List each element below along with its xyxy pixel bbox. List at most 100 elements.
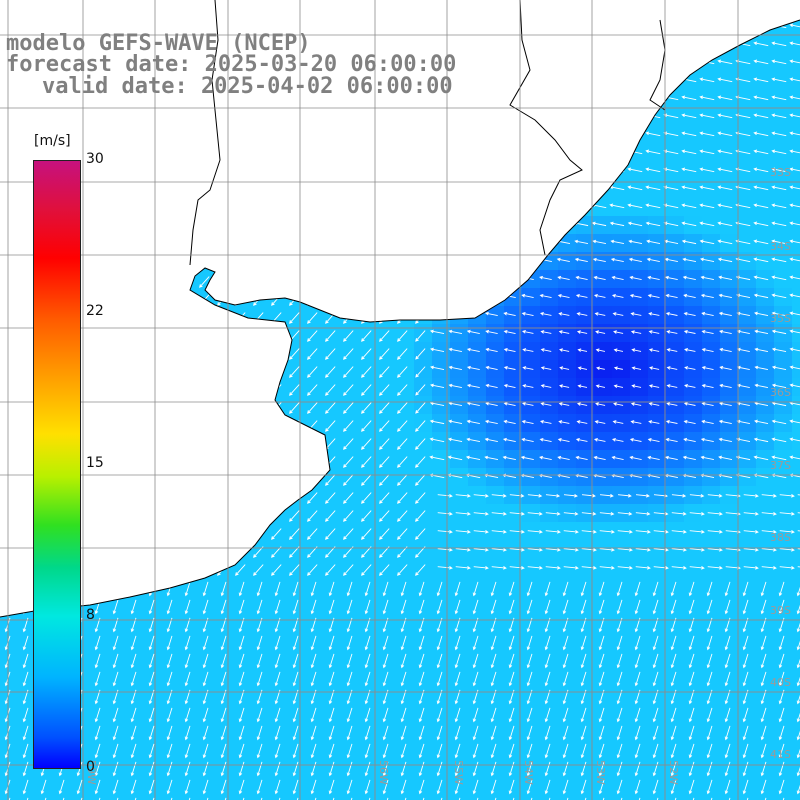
wind-arrow xyxy=(472,725,479,741)
wind-arrow xyxy=(361,510,372,522)
wind-arrow xyxy=(701,401,714,406)
wind-arrow xyxy=(681,149,697,155)
wind-arrow xyxy=(684,384,696,388)
wind-arrow xyxy=(527,512,543,516)
wind-arrow xyxy=(598,707,605,723)
wind-arrow xyxy=(484,437,498,443)
wind-arrow xyxy=(310,581,317,597)
lat-label: 34S xyxy=(770,240,791,253)
wind-arrow xyxy=(664,257,678,263)
wind-arrow xyxy=(289,564,300,576)
speed-cell xyxy=(576,792,594,800)
wind-arrow xyxy=(346,635,353,651)
speed-cell xyxy=(774,792,792,800)
wind-arrow xyxy=(648,348,660,352)
wind-arrow xyxy=(616,743,623,759)
lon-label: 52W xyxy=(667,760,680,785)
wind-arrow xyxy=(634,671,641,687)
wind-arrow xyxy=(743,512,759,516)
wind-arrow xyxy=(576,402,588,406)
wind-arrow xyxy=(544,779,551,795)
wind-arrow xyxy=(575,455,588,460)
wind-arrow xyxy=(112,761,119,777)
lat-label: 37S xyxy=(770,459,791,472)
wind-arrow xyxy=(184,761,191,777)
wind-arrow xyxy=(717,95,733,101)
wind-arrow xyxy=(789,419,800,424)
speed-cell xyxy=(792,594,800,612)
wind-arrow xyxy=(612,420,624,424)
wind-arrow xyxy=(289,528,300,540)
wind-arrow xyxy=(400,779,407,795)
wind-arrow xyxy=(166,743,173,759)
wind-arrow xyxy=(575,438,588,442)
wind-arrow xyxy=(544,761,551,777)
wind-arrow xyxy=(610,239,625,245)
lat-label: 33S xyxy=(770,166,791,179)
wind-arrow xyxy=(430,347,445,353)
wind-arrow xyxy=(599,511,615,516)
wind-arrow xyxy=(635,511,651,516)
wind-arrow xyxy=(455,566,471,570)
wind-arrow xyxy=(671,512,687,516)
wind-arrow xyxy=(184,671,191,687)
wind-arrow xyxy=(701,383,714,388)
wind-arrow xyxy=(526,635,533,651)
wind-arrow xyxy=(789,185,800,190)
wind-arrow xyxy=(436,635,443,651)
wind-arrow xyxy=(771,347,787,353)
wind-arrow xyxy=(706,671,713,687)
wind-arrow xyxy=(473,548,489,552)
speed-cell xyxy=(720,792,738,800)
wind-arrow xyxy=(635,566,651,570)
wind-arrow xyxy=(379,564,390,576)
speed-cell xyxy=(504,792,522,800)
wind-arrow xyxy=(539,420,552,424)
wind-arrow xyxy=(310,653,317,669)
wind-arrow xyxy=(184,599,191,615)
wind-arrow xyxy=(509,548,525,552)
wind-arrow xyxy=(760,707,767,723)
wind-arrow xyxy=(199,276,210,288)
wind-arrow xyxy=(706,725,713,741)
wind-arrow xyxy=(328,599,335,615)
wind-arrow xyxy=(148,725,155,741)
wind-arrow xyxy=(753,257,769,263)
wind-arrow xyxy=(415,402,426,414)
wind-arrow xyxy=(645,167,661,173)
wind-arrow xyxy=(634,635,641,651)
wind-arrow xyxy=(684,366,696,370)
wind-arrow xyxy=(699,203,715,209)
wind-arrow xyxy=(631,366,642,370)
speed-cell xyxy=(792,522,800,540)
wind-arrow xyxy=(166,761,173,777)
wind-arrow xyxy=(148,743,155,759)
wind-arrow xyxy=(238,725,245,741)
wind-arrow xyxy=(397,474,408,486)
wind-arrow xyxy=(256,761,263,777)
wind-arrow xyxy=(628,257,642,263)
wind-arrow xyxy=(292,599,299,615)
wind-arrow xyxy=(599,493,614,498)
wind-arrow xyxy=(455,494,471,498)
lon-label: 53W xyxy=(594,760,607,785)
wind-arrow xyxy=(485,329,498,334)
wind-arrow xyxy=(771,275,787,281)
wind-arrow xyxy=(289,510,300,522)
wind-arrow xyxy=(491,548,507,552)
wind-arrow xyxy=(670,635,677,651)
wind-arrow xyxy=(681,239,697,245)
wind-arrow xyxy=(742,635,749,651)
wind-arrow xyxy=(663,167,679,173)
wind-arrow xyxy=(148,653,155,669)
wind-arrow xyxy=(522,384,534,388)
wind-arrow xyxy=(760,599,767,615)
wind-arrow xyxy=(112,671,119,687)
wind-arrow xyxy=(593,294,606,298)
wind-arrow xyxy=(648,330,660,334)
wind-arrow xyxy=(609,203,625,209)
wind-arrow xyxy=(502,437,516,442)
wind-arrow xyxy=(652,653,659,669)
wind-arrow xyxy=(771,221,787,227)
